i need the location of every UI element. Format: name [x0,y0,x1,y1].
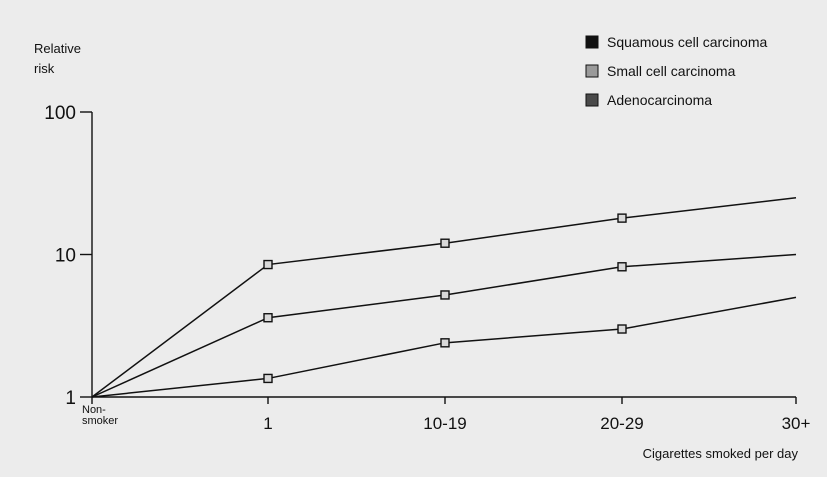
x-tick-label: 1 [263,414,272,433]
axis-titles: Relative risk Cigarettes smoked per day [34,41,798,461]
data-point-marker [617,262,627,272]
x-tick-label: 30+ [782,414,811,433]
y-axis-title: Relative [34,41,81,56]
data-point-marker [440,290,450,300]
data-point-marker [263,373,273,384]
data-point-marker [440,238,450,248]
y-tick-label: 10 [55,246,76,267]
series-line [91,253,797,398]
y-axis-ticks: 1 10 100 [44,103,92,409]
x-tick-label: Non- [82,404,106,416]
legend-swatch [585,93,599,107]
x-axis-ticks: Non-smoker 1 10-19 20-29 30+ [82,397,810,433]
data-point-marker [617,324,627,334]
x-tick-label: 20-29 [600,414,643,433]
data-point-marker [440,338,450,348]
legend-label: Small cell carcinoma [607,63,736,79]
legend-swatch [585,64,599,78]
series-group [91,197,797,398]
legend-label: Squamous cell carcinoma [607,34,768,50]
y-tick-label: 100 [44,103,76,124]
axes [91,112,796,398]
x-tick-label: 10-19 [423,414,466,433]
y-axis-title: risk [34,61,55,76]
legend-label: Adenocarcinoma [607,92,712,108]
x-tick-label: smoker [82,415,118,427]
data-point-marker [617,213,627,223]
y-tick-label: 1 [65,388,76,409]
data-point-marker [263,313,273,323]
legend-swatch [585,35,599,49]
x-axis-title: Cigarettes smoked per day [643,446,799,461]
legend: Squamous cell carcinoma Small cell carcin… [585,34,768,108]
data-point-marker [263,259,273,270]
